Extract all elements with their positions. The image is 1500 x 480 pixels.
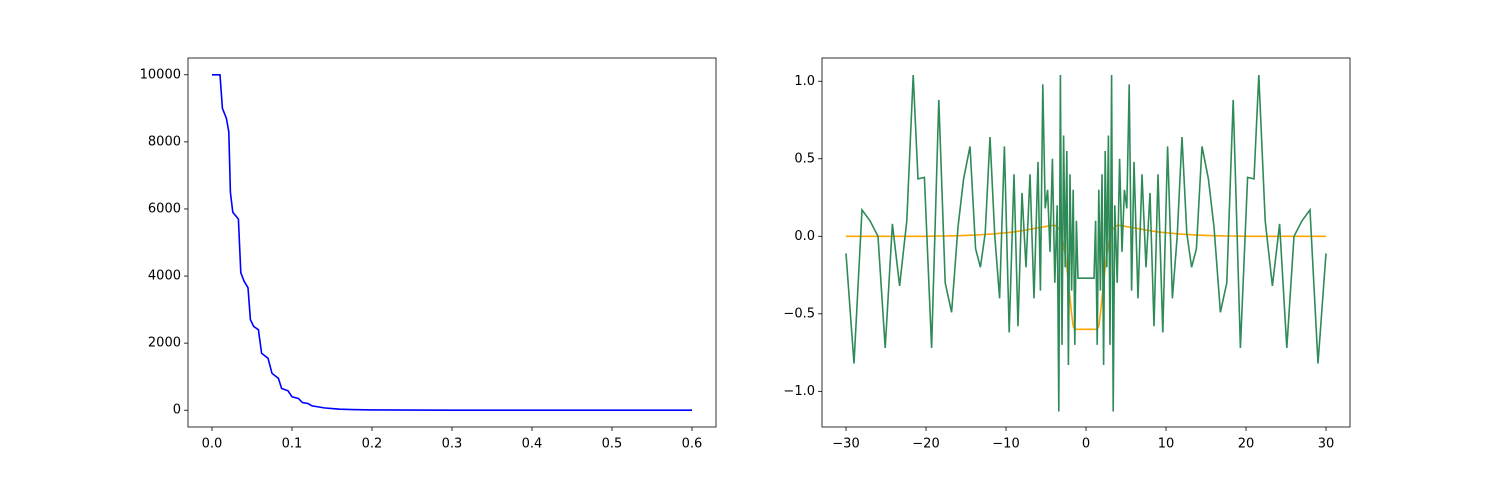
x-tick-label: 0.3 <box>442 437 463 452</box>
y-tick-label: 0.5 <box>794 151 815 166</box>
data-line <box>845 75 1327 412</box>
x-tick-label: 0.5 <box>602 437 623 452</box>
x-tick-label: 20 <box>1238 437 1255 452</box>
data-line <box>212 73 692 412</box>
y-tick-label: 1.0 <box>794 74 815 89</box>
x-tick-label: 30 <box>1318 437 1335 452</box>
y-tick-label: 6000 <box>148 201 181 216</box>
x-tick-label: −10 <box>992 437 1019 452</box>
axes-frame <box>187 57 717 428</box>
x-tick-label: 0.0 <box>202 437 223 452</box>
x-tick-label: 10 <box>1158 437 1175 452</box>
x-tick-label: 0.6 <box>682 437 703 452</box>
y-tick-label: −0.5 <box>783 306 815 321</box>
data-line <box>846 224 1326 331</box>
x-tick-label: 0.1 <box>282 437 303 452</box>
x-tick-label: −30 <box>832 437 859 452</box>
y-tick-label: 8000 <box>148 134 181 149</box>
x-tick-label: 0 <box>1082 437 1090 452</box>
y-tick-label: 0.0 <box>794 229 815 244</box>
x-tick-label: −20 <box>912 437 939 452</box>
axes-frame <box>821 57 1351 428</box>
y-tick-label: 2000 <box>148 336 181 351</box>
y-tick-label: −1.0 <box>783 384 815 399</box>
x-tick-label: 0.2 <box>362 437 383 452</box>
y-tick-label: 0 <box>173 403 181 418</box>
y-tick-label: 4000 <box>148 269 181 284</box>
x-tick-label: 0.4 <box>522 437 543 452</box>
y-tick-label: 10000 <box>140 67 181 82</box>
